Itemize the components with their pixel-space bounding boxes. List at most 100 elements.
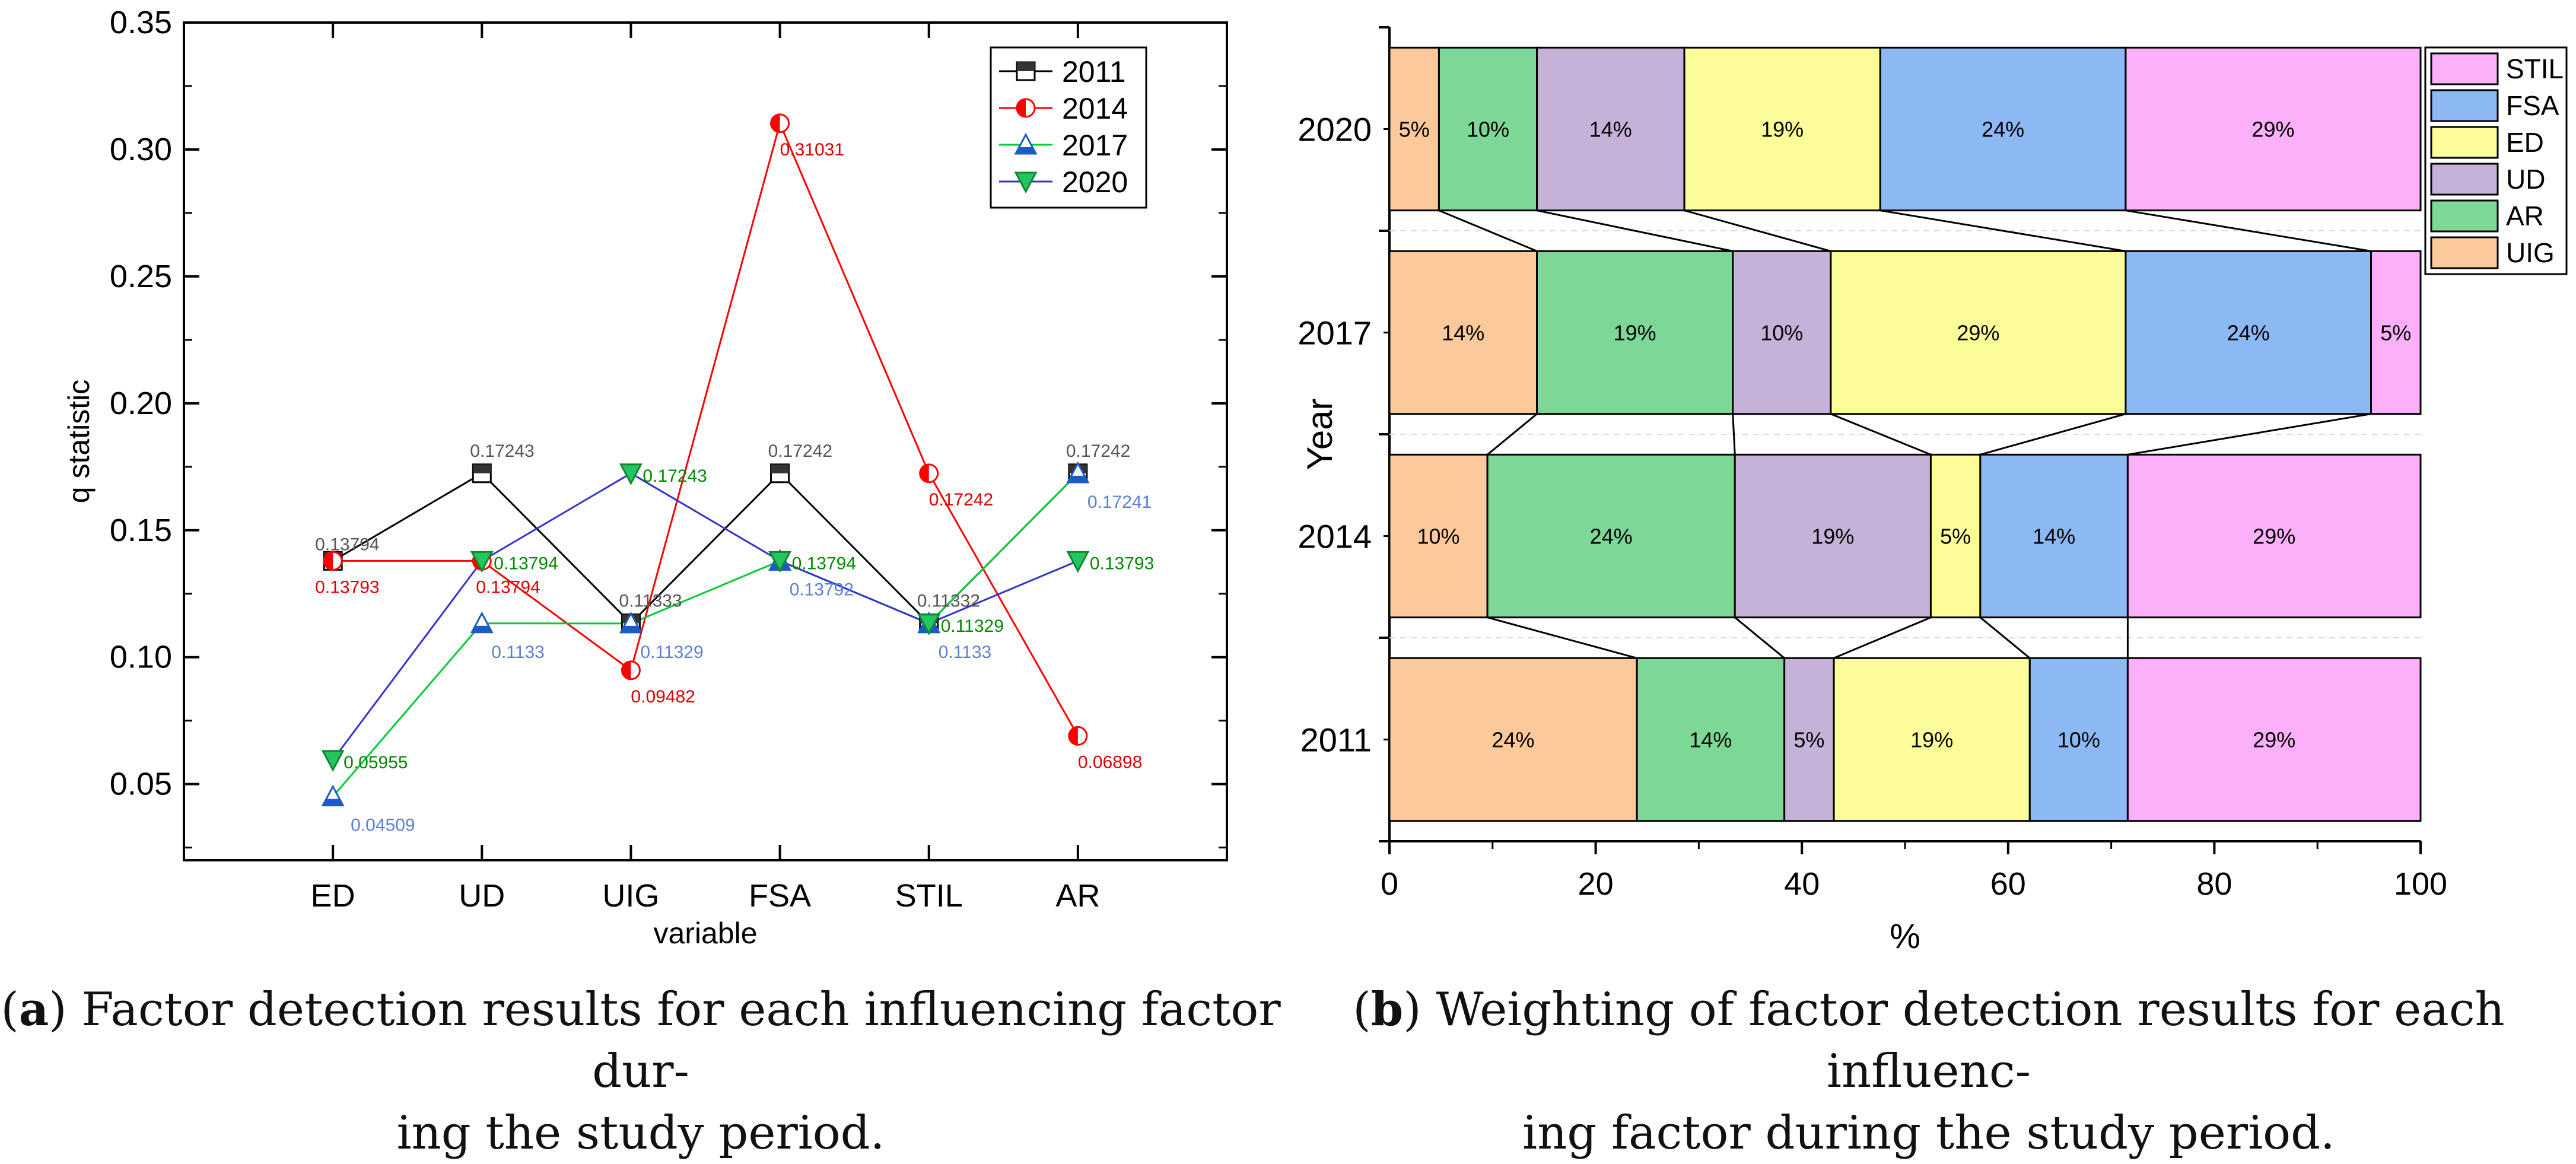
x-tick-label: 0 [1381, 866, 1398, 902]
segment-label-2014-FSA: 14% [2033, 524, 2075, 549]
legend-item-2020: 2020 [999, 166, 1128, 199]
segment-label-2017-AR: 19% [1614, 321, 1656, 345]
x-tick-label: STIL [895, 878, 963, 914]
x-tick-label: 80 [2196, 866, 2232, 902]
segment-2014-UIG [1388, 453, 1489, 619]
legend-label-ED: ED [2506, 127, 2544, 158]
x-tick-label: AR [1055, 878, 1100, 914]
bar-2014: 10% 24% 19% 5% 14% 29% [1388, 453, 2422, 619]
panel-a: 0.05 0.10 0.15 0.20 0.25 0.30 0.35 ED UD UIG FSA ST… [0, 0, 1281, 1160]
point-2017-UD-fill [472, 625, 492, 632]
x-tick-label: 40 [1784, 866, 1820, 902]
x-tick-label: UIG [602, 878, 659, 914]
segment-label-2020-STIL: 29% [2251, 117, 2294, 142]
connector-UD [1684, 209, 1831, 252]
x-tick-label: UD [459, 878, 505, 914]
legend-item-ED: ED [2430, 126, 2544, 159]
point-2011-FSA-fill [771, 464, 789, 473]
point-2020-UIG [619, 463, 643, 485]
data-label-2017-ED: 0.04509 [351, 816, 415, 835]
legend-label-2011: 2011 [1062, 55, 1126, 88]
legend-label-2014: 2014 [1062, 92, 1128, 125]
data-label-2017-FSA: 0.13792 [790, 580, 854, 599]
legend-item-STIL: STIL [2430, 52, 2564, 85]
y-tick-label: 0.20 [110, 386, 172, 421]
caption-b: (b) Weighting of factor detection result… [1353, 982, 2505, 1160]
connector-AR [1734, 616, 1785, 659]
legend-box [2424, 46, 2568, 275]
segment-2017-STIL [2370, 250, 2422, 415]
data-label-2017-UIG: 0.11329 [640, 643, 703, 662]
segment-label-2017-ED: 29% [1957, 321, 1999, 345]
legend-item-2017: 2017 [999, 129, 1128, 162]
point-2020-AR [1066, 551, 1090, 573]
legend-swatch-FSA [2430, 89, 2499, 122]
series-marks-2017: 0.04509 0.1133 0.11329 0.13792 0.1133 0.17241 [321, 461, 1152, 835]
segment-2017-UD [1732, 250, 1832, 415]
segment-label-2014-STIL: 29% [2253, 524, 2295, 549]
caption-b-line1: ) Weighting of factor detection results … [1403, 983, 2505, 1098]
y-tick-label: 0.35 [110, 5, 172, 40]
point-2014-UIG-fill [622, 661, 631, 679]
y-tick-label: 0.25 [110, 259, 172, 294]
caption-a-line2: ing the study period. [396, 1106, 885, 1160]
data-label-2014-STIL: 0.17242 [929, 490, 993, 510]
segment-2020-UD [1536, 46, 1685, 212]
series-marks-2014: 0.13793 0.13794 0.09482 0.31031 0.17242 0.068… [315, 113, 1142, 772]
segment-label-2020-UIG: 5% [1399, 117, 1430, 142]
data-label-2011-UD: 0.17243 [470, 441, 534, 461]
data-label-2020-FSA: 0.13794 [792, 554, 856, 573]
data-label-2020-AR: 0.13793 [1090, 554, 1154, 573]
legend-marker-2011-fill [1017, 62, 1035, 71]
point-2017-AR-fill [1067, 475, 1088, 482]
segment-2014-FSA [1979, 453, 2129, 619]
legend-swatch-AR [2430, 199, 2499, 233]
segment-label-2011-FSA: 10% [2057, 728, 2100, 752]
series-2014 [333, 120, 1079, 737]
point-2014-AR-fill [1068, 727, 1078, 745]
segment-label-2014-UIG: 10% [1417, 524, 1460, 549]
point-2011-UD-fill [473, 464, 491, 473]
legend-item-2014: 2014 [999, 92, 1128, 125]
legend-marker-2014-fill [1017, 99, 1026, 117]
series-line-2014 [333, 120, 1079, 737]
y-axis-label: q statistic [62, 380, 96, 503]
series-2017 [332, 472, 1079, 797]
point-2014-STIL-fill [920, 464, 929, 482]
connector-UD [1833, 616, 1932, 659]
data-label-2014-AR: 0.06898 [1078, 752, 1142, 772]
y-tick-label: 0.05 [110, 767, 172, 802]
y-axis-label: Year [1300, 398, 1340, 470]
legend-item-AR: AR [2430, 199, 2544, 233]
connector-FSA [2125, 209, 2371, 252]
series-marks-2020: 0.05955 0.13794 0.17243 0.13794 0.11329 0.137… [321, 463, 1154, 772]
legend-item-FSA: FSA [2430, 89, 2559, 122]
point-2014-FSA-fill [771, 114, 780, 132]
segment-label-2014-AR: 24% [1590, 524, 1633, 549]
y-tick-label: 2011 [1300, 721, 1372, 759]
caption-a-line1: ) Factor detection results for each infl… [49, 983, 1281, 1098]
plot-frame [183, 21, 1228, 861]
caption-a-letter: a [18, 982, 49, 1036]
segment-2011-ED [1833, 657, 2031, 822]
segment-2011-STIL [2126, 657, 2422, 822]
legend-marker-2020 [1014, 171, 1038, 194]
x-axis-label: variable [653, 917, 757, 949]
segment-2011-UIG [1388, 657, 1638, 822]
data-label-2011-UIG: 0.11333 [619, 591, 682, 611]
legend-label-AR: AR [2506, 201, 2544, 231]
legend-swatch-UIG [2430, 236, 2499, 269]
segment-label-2011-UIG: 24% [1492, 728, 1535, 752]
segment-2011-UD [1783, 657, 1835, 822]
data-label-2014-FSA: 0.31031 [780, 140, 844, 160]
segment-2014-UD [1734, 453, 1932, 619]
caption-b-letter: b [1370, 982, 1404, 1036]
series-marks-2011: 0.13794 0.17243 0.11333 0.17242 0.11332 0.172… [315, 441, 1130, 634]
connector-ED [1880, 209, 2126, 252]
point-2014-ED-fill [324, 552, 333, 570]
legend-swatch-ED [2430, 126, 2499, 159]
data-label-2011-FSA: 0.17242 [768, 441, 832, 461]
segment-label-2020-FSA: 24% [1982, 117, 2024, 142]
segment-label-2011-ED: 19% [1910, 728, 1953, 752]
segment-2020-STIL [2125, 46, 2422, 212]
